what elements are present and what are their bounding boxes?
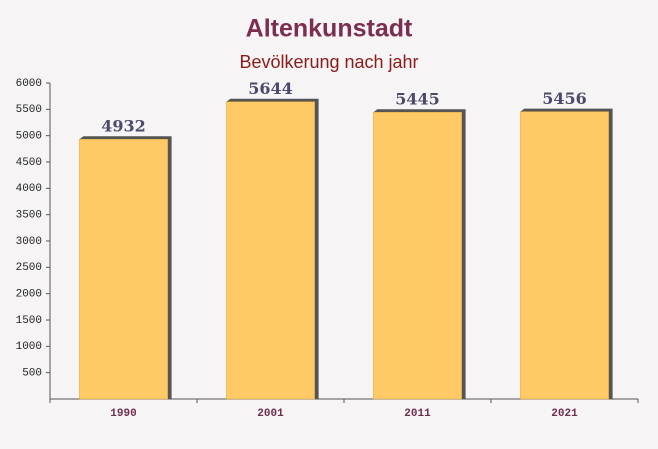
value-label: 4932 bbox=[101, 117, 146, 136]
value-label: 5456 bbox=[542, 89, 587, 108]
x-tick-label: 2021 bbox=[551, 408, 578, 420]
y-tick-label: 4000 bbox=[16, 183, 42, 195]
y-tick-label: 3000 bbox=[16, 236, 42, 248]
y-tick-label: 2500 bbox=[16, 262, 42, 274]
bar bbox=[520, 111, 609, 400]
x-tick-label: 2001 bbox=[257, 408, 284, 420]
chart-subtitle: Bevölkerung nach jahr bbox=[239, 52, 418, 72]
y-tick-label: 500 bbox=[22, 368, 42, 380]
x-tick-label: 2011 bbox=[404, 408, 431, 420]
y-tick-label: 6000 bbox=[16, 78, 42, 90]
value-label: 5644 bbox=[248, 79, 293, 98]
y-tick-label: 1000 bbox=[16, 341, 42, 353]
chart-title: Altenkunstadt bbox=[246, 15, 413, 43]
x-tick-label: 1990 bbox=[110, 408, 136, 420]
bar bbox=[79, 138, 168, 400]
y-tick-label: 4500 bbox=[16, 157, 42, 169]
y-tick-label: 1500 bbox=[16, 315, 42, 327]
y-tick-label: 5000 bbox=[16, 131, 42, 143]
y-tick-label: 5500 bbox=[16, 104, 42, 116]
bar bbox=[373, 111, 462, 400]
value-label: 5445 bbox=[395, 90, 440, 109]
y-tick-label: 3500 bbox=[16, 210, 42, 222]
bar bbox=[226, 101, 315, 400]
y-tick-label: 2000 bbox=[16, 289, 42, 301]
